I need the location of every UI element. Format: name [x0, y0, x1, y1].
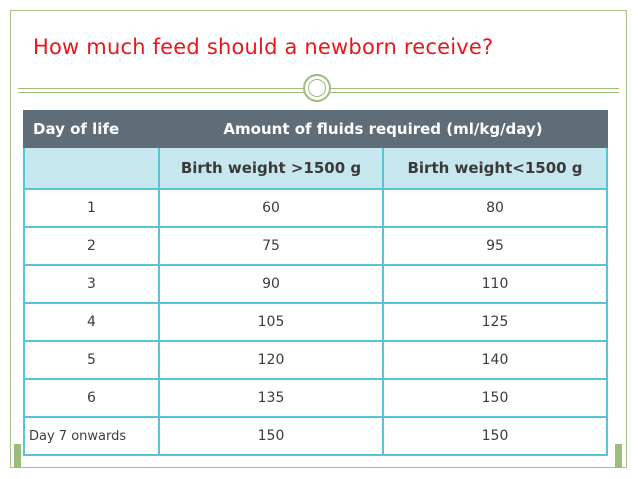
slide-title: How much feed should a newborn receive?: [33, 35, 494, 59]
table-row: 2 75 95: [23, 226, 609, 266]
fluid-above-cell: 75: [158, 226, 384, 266]
subheader-birth-weight-above: Birth weight >1500 g: [158, 146, 384, 190]
fluid-above-cell: 105: [158, 302, 384, 342]
subheader-blank-cell: [23, 146, 160, 190]
subheader-birth-weight-below: Birth weight<1500 g: [381, 146, 609, 190]
fluid-above-cell: 120: [158, 340, 384, 380]
day-cell: 6: [23, 378, 160, 418]
day-cell: 3: [23, 264, 160, 304]
fluid-above-cell: 60: [158, 188, 384, 228]
fluid-above-cell: 90: [158, 264, 384, 304]
table-row: 5 120 140: [23, 340, 609, 380]
day-cell: Day 7 onwards: [23, 416, 160, 456]
day-cell: 5: [23, 340, 160, 380]
fluid-above-cell: 150: [158, 416, 384, 456]
fluid-above-cell: 135: [158, 378, 384, 418]
day-cell: 2: [23, 226, 160, 266]
fluid-below-cell: 125: [381, 302, 609, 342]
header-amount-of-fluids: Amount of fluids required (ml/kg/day): [157, 110, 609, 148]
table-row: 4 105 125: [23, 302, 609, 342]
day-cell: 1: [23, 188, 160, 228]
fluid-below-cell: 80: [381, 188, 609, 228]
fluid-below-cell: 150: [381, 416, 609, 456]
slide-frame: [10, 10, 627, 468]
header-day-of-life: Day of life: [23, 110, 160, 148]
fluid-below-cell: 140: [381, 340, 609, 380]
table-header-row: Day of life Amount of fluids required (m…: [23, 110, 609, 148]
day-cell: 4: [23, 302, 160, 342]
table-row: 1 60 80: [23, 188, 609, 228]
fluid-requirements-table-image: Day of life Amount of fluids required (m…: [23, 110, 609, 456]
right-accent-bar: [615, 444, 622, 468]
fluid-below-cell: 110: [381, 264, 609, 304]
fluid-below-cell: 95: [381, 226, 609, 266]
divider-circle-inner-ornament: [308, 79, 326, 97]
fluid-requirements-table: Day of life Amount of fluids required (m…: [23, 110, 609, 456]
table-row: 6 135 150: [23, 378, 609, 418]
fluid-below-cell: 150: [381, 378, 609, 418]
title-area: How much feed should a newborn receive?: [18, 18, 619, 78]
table-row: 3 90 110: [23, 264, 609, 304]
table-subheader-row: Birth weight >1500 g Birth weight<1500 g: [23, 146, 609, 190]
left-accent-bar: [14, 444, 21, 468]
table-row: Day 7 onwards 150 150: [23, 416, 609, 456]
divider-circle-ornament: [303, 74, 331, 102]
